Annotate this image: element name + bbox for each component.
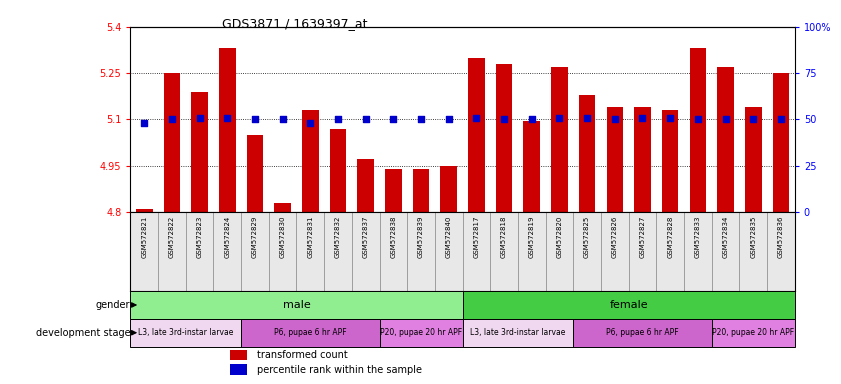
Text: GSM572830: GSM572830 xyxy=(279,216,286,258)
Text: GSM572821: GSM572821 xyxy=(141,216,147,258)
Point xyxy=(359,116,373,122)
Point xyxy=(304,120,317,126)
Point xyxy=(608,116,621,122)
Point xyxy=(442,116,456,122)
Text: GSM572832: GSM572832 xyxy=(335,216,341,258)
Bar xyxy=(523,121,540,212)
Bar xyxy=(441,166,457,212)
Text: GSM572839: GSM572839 xyxy=(418,216,424,258)
Bar xyxy=(274,203,291,212)
Point xyxy=(248,116,262,122)
Point xyxy=(719,116,733,122)
Text: GSM572836: GSM572836 xyxy=(778,216,784,258)
Text: GSM572820: GSM572820 xyxy=(557,216,563,258)
Text: GSM572825: GSM572825 xyxy=(584,216,590,258)
Bar xyxy=(230,364,246,375)
Point xyxy=(497,116,510,122)
Text: GSM572823: GSM572823 xyxy=(197,216,203,258)
Point xyxy=(636,114,649,121)
Text: P6, pupae 6 hr APF: P6, pupae 6 hr APF xyxy=(274,328,346,337)
Point xyxy=(553,114,566,121)
Bar xyxy=(163,73,180,212)
Text: GSM572833: GSM572833 xyxy=(695,216,701,258)
Text: GSM572828: GSM572828 xyxy=(667,216,673,258)
Bar xyxy=(130,291,463,319)
Point xyxy=(415,116,428,122)
Bar xyxy=(495,64,512,212)
Point xyxy=(747,116,760,122)
Bar xyxy=(662,110,679,212)
Bar xyxy=(302,110,319,212)
Bar xyxy=(219,48,235,212)
Point xyxy=(775,116,788,122)
Bar xyxy=(191,92,208,212)
Bar xyxy=(634,107,651,212)
Bar xyxy=(773,73,789,212)
Bar xyxy=(690,48,706,212)
Point xyxy=(220,114,234,121)
Bar xyxy=(241,319,379,347)
Bar xyxy=(468,58,484,212)
Point xyxy=(331,116,345,122)
Text: L3, late 3rd-instar larvae: L3, late 3rd-instar larvae xyxy=(470,328,566,337)
Point xyxy=(193,114,206,121)
Text: GSM572837: GSM572837 xyxy=(362,216,368,258)
Bar xyxy=(385,169,402,212)
Bar xyxy=(413,169,429,212)
Bar xyxy=(230,349,246,360)
Text: GSM572829: GSM572829 xyxy=(252,216,258,258)
Text: GSM572827: GSM572827 xyxy=(639,216,646,258)
Bar xyxy=(711,319,795,347)
Bar xyxy=(357,159,374,212)
Point xyxy=(525,116,538,122)
Bar xyxy=(574,319,711,347)
Point xyxy=(165,116,178,122)
Bar xyxy=(463,291,795,319)
Point xyxy=(137,120,151,126)
Text: P6, pupae 6 hr APF: P6, pupae 6 hr APF xyxy=(606,328,679,337)
Text: GSM572822: GSM572822 xyxy=(169,216,175,258)
Bar xyxy=(330,129,346,212)
Text: percentile rank within the sample: percentile rank within the sample xyxy=(257,365,421,375)
Text: GSM572819: GSM572819 xyxy=(529,216,535,258)
Text: GSM572817: GSM572817 xyxy=(473,216,479,258)
Bar xyxy=(551,67,568,212)
Point xyxy=(387,116,400,122)
Text: female: female xyxy=(610,300,648,310)
Bar xyxy=(606,107,623,212)
Point xyxy=(664,114,677,121)
Point xyxy=(276,116,289,122)
Bar xyxy=(136,209,152,212)
Text: GDS3871 / 1639397_at: GDS3871 / 1639397_at xyxy=(221,17,368,30)
Point xyxy=(580,114,594,121)
Bar xyxy=(246,135,263,212)
Bar xyxy=(717,67,734,212)
Bar xyxy=(130,319,241,347)
Text: P20, pupae 20 hr APF: P20, pupae 20 hr APF xyxy=(380,328,462,337)
Text: GSM572840: GSM572840 xyxy=(446,216,452,258)
Text: male: male xyxy=(283,300,310,310)
Text: P20, pupae 20 hr APF: P20, pupae 20 hr APF xyxy=(712,328,794,337)
Bar xyxy=(379,319,463,347)
Text: development stage: development stage xyxy=(35,328,130,338)
Text: GSM572835: GSM572835 xyxy=(750,216,756,258)
Text: GSM572838: GSM572838 xyxy=(390,216,396,258)
Text: GSM572818: GSM572818 xyxy=(501,216,507,258)
Text: GSM572831: GSM572831 xyxy=(307,216,314,258)
Text: L3, late 3rd-instar larvae: L3, late 3rd-instar larvae xyxy=(138,328,234,337)
Bar xyxy=(745,107,761,212)
Text: GSM572826: GSM572826 xyxy=(611,216,618,258)
Text: GSM572824: GSM572824 xyxy=(225,216,230,258)
Point xyxy=(469,114,483,121)
Bar xyxy=(579,95,595,212)
Text: GSM572834: GSM572834 xyxy=(722,216,728,258)
Point xyxy=(691,116,705,122)
Text: gender: gender xyxy=(96,300,130,310)
Bar xyxy=(463,319,574,347)
Text: transformed count: transformed count xyxy=(257,350,347,360)
